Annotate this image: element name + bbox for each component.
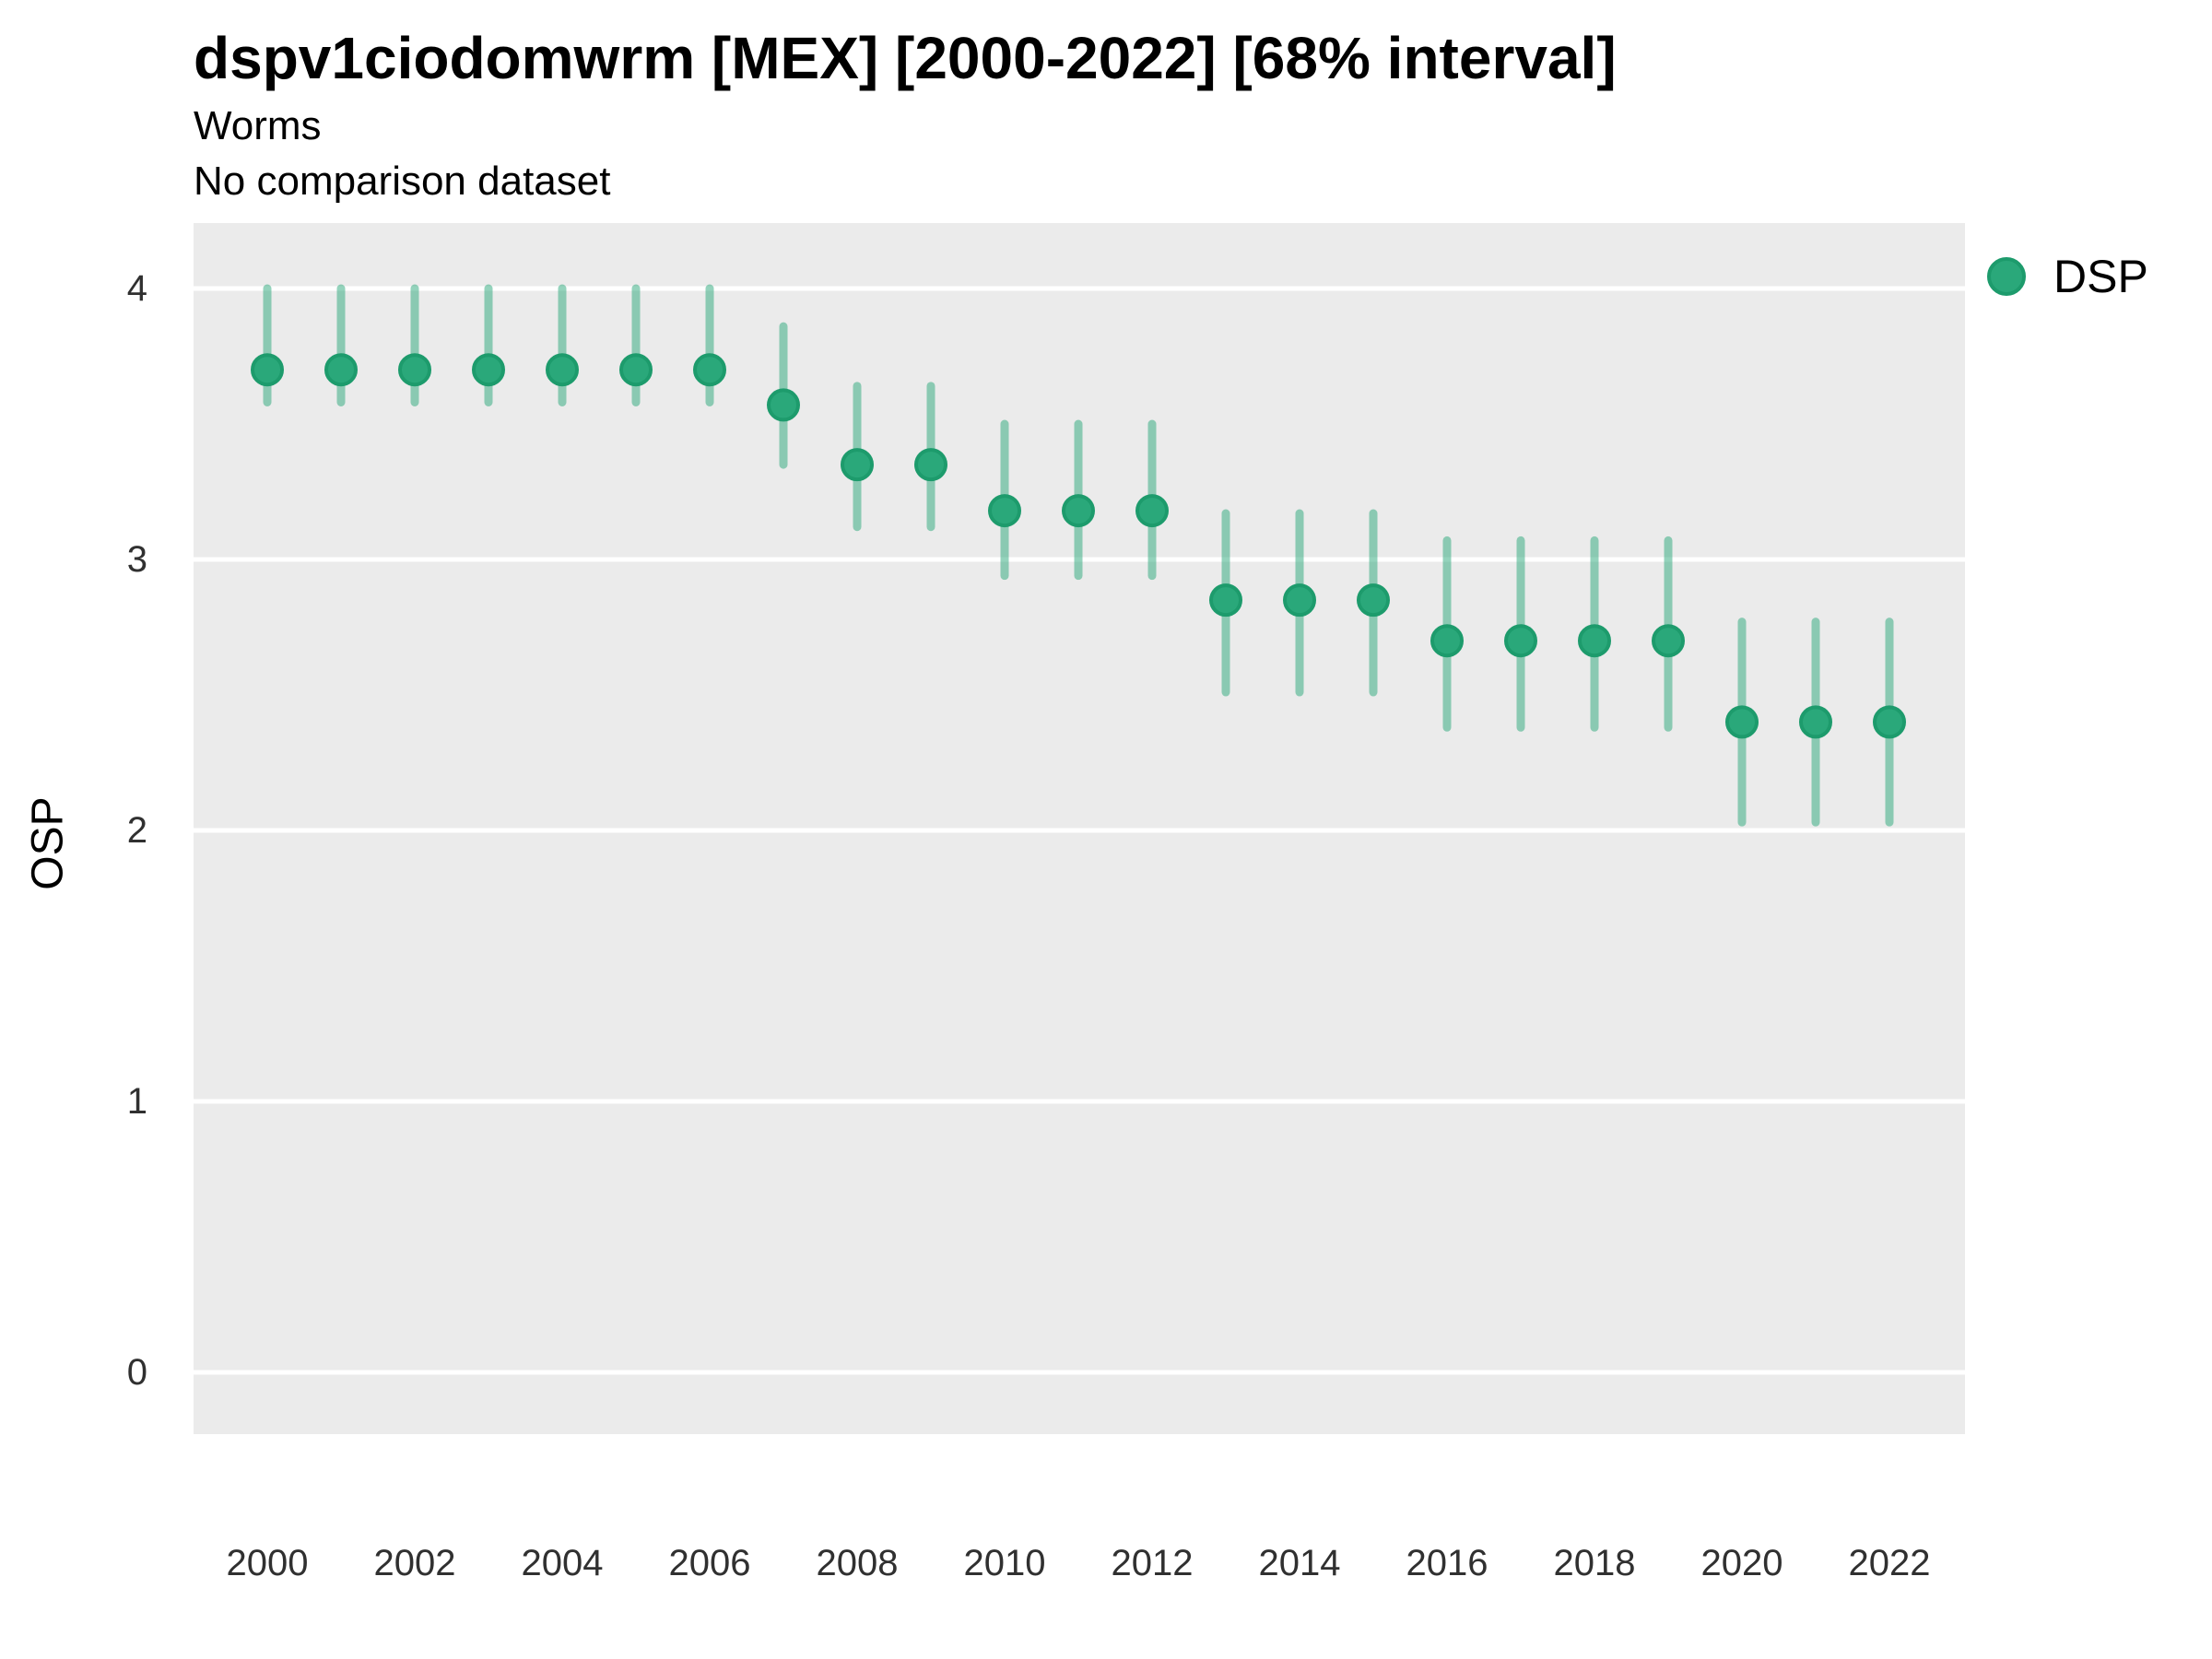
data-point-2019 [1652, 624, 1685, 658]
data-point-2006 [693, 353, 726, 387]
plot-svg [194, 223, 1965, 1434]
data-point-2022 [1873, 705, 1906, 739]
data-point-2018 [1578, 624, 1611, 658]
x-tick-label-2016: 2016 [1406, 1543, 1488, 1583]
data-point-2003 [472, 353, 505, 387]
plot-panel [194, 223, 1965, 1434]
data-point-2004 [546, 353, 579, 387]
data-point-2016 [1430, 624, 1464, 658]
data-point-2020 [1725, 705, 1759, 739]
y-tick-label-4: 4 [126, 268, 147, 309]
data-point-2009 [914, 448, 947, 482]
x-tick-label-2008: 2008 [816, 1543, 899, 1583]
y-tick-label-3: 3 [126, 539, 147, 580]
x-tick-label-2000: 2000 [226, 1543, 309, 1583]
data-point-2012 [1135, 494, 1169, 528]
data-point-2005 [619, 353, 653, 387]
data-point-2008 [841, 448, 874, 482]
data-point-2000 [251, 353, 284, 387]
data-point-2007 [767, 388, 800, 422]
x-tick-label-2022: 2022 [1848, 1543, 1931, 1583]
data-point-2017 [1504, 624, 1537, 658]
x-tick-label-2004: 2004 [521, 1543, 604, 1583]
legend-dsp-marker-icon [1987, 257, 2026, 296]
legend: DSP [1987, 251, 2148, 302]
x-tick-label-2020: 2020 [1700, 1543, 1783, 1583]
data-point-2002 [398, 353, 431, 387]
x-tick-label-2002: 2002 [373, 1543, 456, 1583]
data-point-2013 [1209, 583, 1242, 618]
x-tick-label-2010: 2010 [963, 1543, 1046, 1583]
y-tick-label-0: 0 [126, 1352, 147, 1393]
chart-note: No comparison dataset [194, 159, 611, 204]
x-tick-label-2014: 2014 [1258, 1543, 1341, 1583]
data-point-2001 [324, 353, 358, 387]
x-tick-label-2012: 2012 [1111, 1543, 1194, 1583]
data-point-2021 [1799, 705, 1832, 739]
data-point-2011 [1062, 494, 1095, 528]
data-point-2010 [988, 494, 1021, 528]
legend-dsp-label: DSP [2053, 251, 2148, 302]
x-tick-label-2018: 2018 [1553, 1543, 1636, 1583]
y-tick-label-2: 2 [126, 810, 147, 851]
chart-subtitle: Worms [194, 103, 322, 148]
x-tick-label-2006: 2006 [668, 1543, 751, 1583]
chart-title: dspv1ciodomwrm [MEX] [2000-2022] [68% in… [194, 25, 1617, 91]
data-point-2014 [1283, 583, 1316, 618]
data-point-2015 [1357, 583, 1390, 618]
y-tick-label-1: 1 [126, 1081, 147, 1122]
